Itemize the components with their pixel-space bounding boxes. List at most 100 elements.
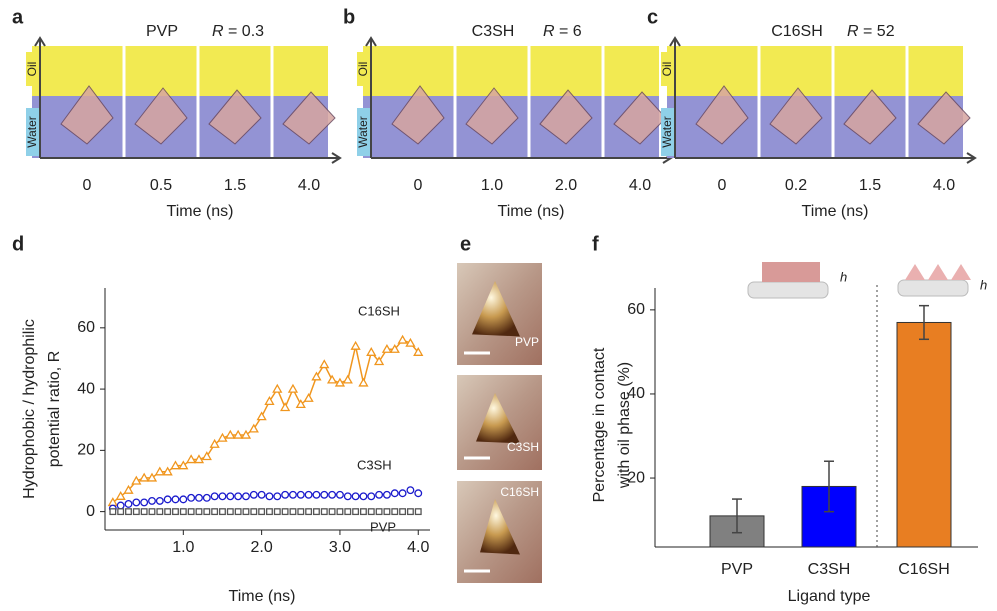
afm-label: C3SH [507, 440, 539, 454]
data-point [408, 509, 414, 515]
x-axis-title: Time (ns) [167, 203, 234, 220]
series-label: C3SH [357, 457, 392, 472]
data-point [321, 509, 327, 515]
data-point [344, 376, 352, 383]
time-tick-label: 0 [414, 177, 423, 194]
data-point [352, 342, 360, 349]
oil-phase [667, 46, 963, 96]
data-point [181, 509, 187, 515]
data-point [290, 509, 296, 515]
data-point [367, 348, 375, 355]
data-point [399, 336, 407, 343]
panel-letter: f [592, 233, 599, 255]
data-point [399, 490, 406, 497]
data-point [165, 509, 171, 515]
cube-icon [762, 262, 820, 282]
x-tick-label: 3.0 [329, 539, 351, 556]
y-axis-title: with oil phase (%) [616, 362, 633, 489]
data-point [345, 509, 351, 515]
data-point [117, 502, 124, 509]
x-axis-title: Time (ns) [498, 203, 565, 220]
data-point [415, 509, 421, 515]
data-point [321, 491, 328, 498]
pyramid-icon [905, 264, 925, 280]
y-axis-title: Hydrophobic / hydrophilic [21, 319, 38, 499]
water-label: Water [356, 116, 370, 148]
data-point [141, 509, 147, 515]
data-point [125, 501, 132, 508]
data-point [141, 499, 148, 506]
data-point [314, 509, 320, 515]
ratio-symbol: R [543, 23, 555, 40]
ratio-label: R = 6 [543, 23, 582, 40]
data-point [289, 385, 297, 392]
data-point [196, 509, 202, 515]
time-tick-label: 1.5 [224, 177, 246, 194]
ligand-name: PVP [146, 23, 178, 40]
data-point [258, 413, 266, 420]
water-label: Water [25, 116, 39, 148]
data-point [290, 491, 297, 498]
ratio-value: = 6 [555, 23, 582, 40]
x-tick-label: C3SH [808, 561, 851, 578]
afm-label: C16SH [500, 485, 539, 499]
series-label: PVP [370, 519, 396, 534]
data-point [360, 493, 367, 500]
time-tick-label: 1.0 [481, 177, 503, 194]
data-point [243, 509, 249, 515]
data-point [384, 491, 391, 498]
data-point [259, 509, 265, 515]
substrate-icon [898, 280, 968, 296]
ratio-symbol: R [212, 23, 224, 40]
data-point [297, 491, 304, 498]
data-point [313, 491, 320, 498]
data-point [258, 491, 265, 498]
height-label: h [980, 277, 987, 292]
data-point [274, 493, 281, 500]
y-tick-label: 60 [627, 301, 645, 318]
time-tick-label: 1.5 [859, 177, 881, 194]
data-point [282, 491, 289, 498]
data-point [329, 509, 335, 515]
data-point [250, 425, 258, 432]
y-axis-title: Percentage in contact [591, 347, 608, 502]
data-point [320, 361, 328, 368]
data-point [180, 496, 187, 503]
data-point [235, 509, 241, 515]
data-point [203, 452, 211, 459]
data-point [329, 491, 336, 498]
substrate-icon [748, 282, 828, 298]
data-point [391, 490, 398, 497]
x-tick-label: PVP [721, 561, 753, 578]
time-tick-label: 4.0 [298, 177, 320, 194]
data-point [227, 493, 234, 500]
time-tick-label: 2.0 [555, 177, 577, 194]
x-tick-label: 1.0 [172, 539, 194, 556]
data-point [273, 385, 281, 392]
data-point [188, 495, 195, 502]
x-tick-label: C16SH [898, 561, 950, 578]
data-point [172, 496, 179, 503]
data-point [204, 495, 211, 502]
data-point [212, 509, 218, 515]
series-label: C16SH [358, 303, 400, 318]
afm-label: PVP [515, 335, 539, 349]
data-point [392, 509, 398, 515]
ratio-value: = 52 [859, 23, 895, 40]
data-point [118, 509, 124, 515]
data-point [298, 509, 304, 515]
pyramid-icon [928, 264, 948, 280]
data-point [359, 379, 367, 386]
y-tick-label: 60 [77, 319, 95, 336]
ratio-value: = 0.3 [224, 23, 265, 40]
data-point [164, 496, 171, 503]
time-tick-label: 0.5 [150, 177, 172, 194]
ligand-name: C16SH [771, 23, 823, 40]
data-point [265, 397, 273, 404]
data-point [211, 493, 218, 500]
ligand-name: C3SH [472, 23, 515, 40]
panel-letter: e [460, 233, 471, 255]
panel-letter: d [12, 233, 24, 255]
x-axis-title: Ligand type [788, 588, 871, 605]
panel-letter: a [12, 6, 24, 28]
